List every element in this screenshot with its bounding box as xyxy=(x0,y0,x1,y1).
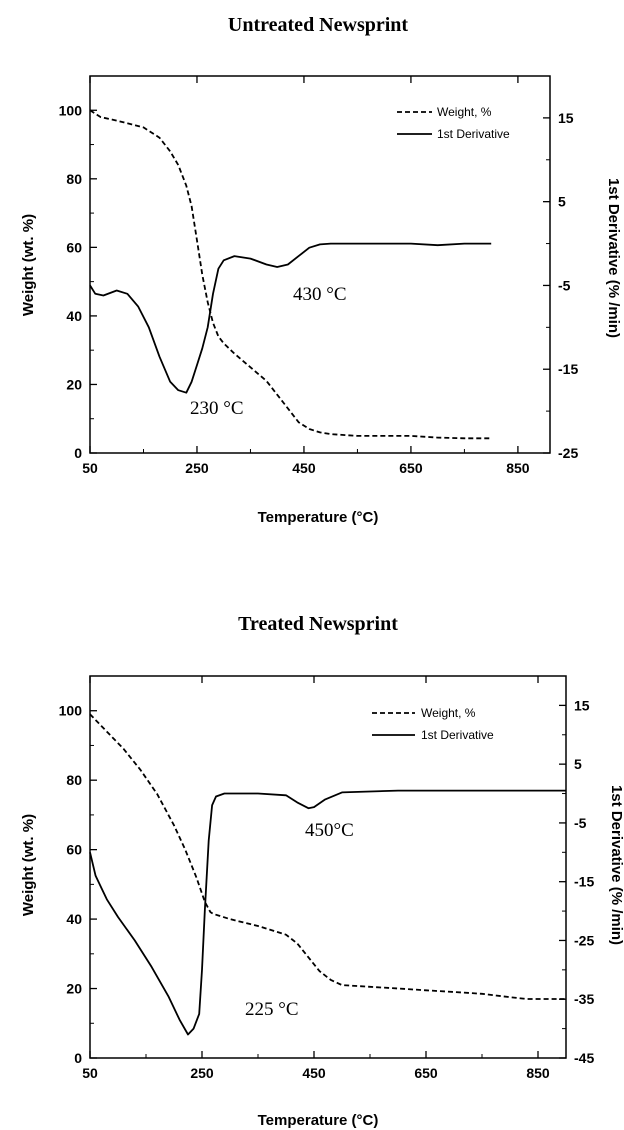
axis-ticks: 50 250 450 650 850 0 20 40 60 80 100 -25 -15 -5 5 15 xyxy=(59,76,578,476)
x-tick-label: 850 xyxy=(526,1065,550,1081)
chart-untreated: Untreated Newsprint 50 250 450 650 850 0 20 40 6… xyxy=(20,14,622,526)
x-axis-label: Temperature (°C) xyxy=(258,509,379,526)
y2-tick-label: -15 xyxy=(558,361,578,377)
legend-label-weight: Weight, % xyxy=(421,706,476,720)
y2-tick-label: -25 xyxy=(558,445,578,461)
y-axis-label: Weight (wt. %) xyxy=(20,214,37,316)
x-tick-label: 650 xyxy=(399,460,423,476)
legend-label-weight: Weight, % xyxy=(437,105,492,119)
y2-tick-label: 5 xyxy=(574,756,582,772)
y-tick-label: 0 xyxy=(74,1050,82,1066)
y2-tick-label: -35 xyxy=(574,991,594,1007)
x-tick-label: 250 xyxy=(190,1065,214,1081)
x-tick-label: 450 xyxy=(302,1065,326,1081)
derivative-line xyxy=(89,242,492,394)
y-axis-label: Weight (wt. %) xyxy=(20,814,37,916)
derivative-line xyxy=(89,789,566,1036)
annotation-peak-225: 225 °C xyxy=(245,999,299,1020)
y2-tick-label: 15 xyxy=(558,110,574,126)
x-tick-label: 650 xyxy=(414,1065,438,1081)
y2-axis-label: 1st Derivative (% /min) xyxy=(605,178,622,338)
x-tick-label: 250 xyxy=(185,460,209,476)
y-tick-label: 0 xyxy=(74,445,82,461)
legend-label-derivative: 1st Derivative xyxy=(421,728,494,742)
x-tick-label: 50 xyxy=(82,1065,98,1081)
weight-line xyxy=(89,713,566,1000)
chart-title: Untreated Newsprint xyxy=(228,14,409,36)
annotation-peak-230: 230 °C xyxy=(190,398,244,419)
y2-axis-label: 1st Derivative (% /min) xyxy=(608,785,624,945)
y-tick-label: 100 xyxy=(59,102,83,118)
y2-tick-label: -15 xyxy=(574,874,594,890)
plot-frame xyxy=(89,675,567,1059)
chart-title: Treated Newsprint xyxy=(238,613,398,635)
y-tick-label: 80 xyxy=(66,171,82,187)
series-layer xyxy=(89,109,492,440)
series-layer xyxy=(89,713,566,1036)
y2-tick-label: -5 xyxy=(574,815,587,831)
y-tick-label: 40 xyxy=(66,308,82,324)
weight-line xyxy=(89,109,492,440)
y2-tick-label: -5 xyxy=(558,277,571,293)
y-tick-label: 40 xyxy=(66,911,82,927)
y2-tick-label: -25 xyxy=(574,932,594,948)
y-tick-label: 20 xyxy=(66,981,82,997)
y-tick-label: 20 xyxy=(66,376,82,392)
x-tick-label: 50 xyxy=(82,460,98,476)
annotation-peak-430: 430 °C xyxy=(293,284,347,305)
y2-tick-label: 5 xyxy=(558,194,566,210)
annotation-peak-450: 450°C xyxy=(305,820,354,841)
chart-treated: Treated Newsprint 50 250 450 650 850 0 20 40 60 8… xyxy=(20,613,624,1129)
y2-tick-label: 15 xyxy=(574,697,590,713)
y2-tick-label: -45 xyxy=(574,1050,594,1066)
x-tick-label: 850 xyxy=(506,460,530,476)
x-axis-label: Temperature (°C) xyxy=(258,1112,379,1129)
legend-label-derivative: 1st Derivative xyxy=(437,127,510,141)
y-tick-label: 60 xyxy=(66,842,82,858)
axis-ticks: 50 250 450 650 850 0 20 40 60 80 100 -45 -35 -25 -15 -5… xyxy=(59,676,594,1081)
legend: Weight, % 1st Derivative xyxy=(397,105,510,141)
y-tick-label: 60 xyxy=(66,239,82,255)
y-tick-label: 80 xyxy=(66,772,82,788)
legend: Weight, % 1st Derivative xyxy=(372,706,494,742)
y-tick-label: 100 xyxy=(59,703,83,719)
x-tick-label: 450 xyxy=(292,460,316,476)
plot-frame xyxy=(89,75,551,454)
